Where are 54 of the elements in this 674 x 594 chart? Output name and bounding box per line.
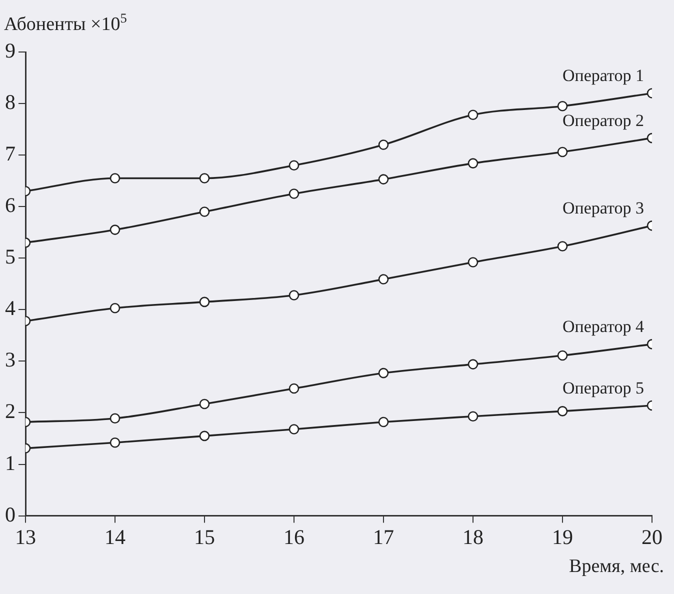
y-tick-label: 9	[5, 38, 16, 63]
y-tick-label: 0	[5, 502, 16, 526]
point	[199, 206, 210, 217]
y-tick-label: 2	[5, 399, 16, 424]
point	[110, 173, 120, 184]
y-tick-label: 8	[5, 90, 16, 114]
x-tick-label: 15	[194, 524, 215, 549]
point	[199, 173, 210, 184]
y-tick-label: 3	[5, 348, 16, 372]
point	[468, 411, 478, 422]
point	[199, 296, 210, 308]
point	[468, 158, 478, 168]
point	[110, 413, 120, 424]
point	[378, 416, 389, 428]
point	[378, 140, 389, 150]
point	[557, 100, 568, 112]
point	[557, 350, 568, 361]
series-label: Оператор 3	[562, 198, 644, 218]
point	[557, 146, 568, 158]
point	[110, 302, 120, 314]
point	[288, 383, 300, 394]
point	[288, 188, 300, 199]
point	[557, 406, 568, 416]
point	[468, 110, 478, 120]
y-tick-label: 6	[5, 193, 16, 218]
x-tick-label: 19	[552, 524, 573, 549]
series-label: Оператор 2	[562, 111, 644, 130]
point	[288, 424, 300, 434]
x-tick-label: 18	[462, 524, 484, 549]
point	[378, 368, 389, 378]
x-tick-label: 20	[642, 524, 662, 549]
point	[199, 430, 210, 442]
point	[378, 274, 389, 284]
point	[468, 359, 478, 370]
point	[288, 290, 300, 300]
series-label: Оператор 5	[562, 378, 644, 398]
point	[110, 224, 120, 235]
point	[468, 257, 478, 268]
x-tick-label: 16	[284, 524, 304, 549]
series-label: Оператор 4	[562, 317, 644, 336]
point	[110, 437, 120, 448]
point	[557, 241, 568, 252]
x-tick-label: 13	[15, 524, 36, 549]
y-tick-label: 5	[5, 244, 16, 269]
x-tick-label: 14	[104, 524, 126, 549]
point	[288, 160, 300, 171]
x-tick-label: 17	[373, 524, 394, 549]
point	[378, 174, 389, 184]
x-axis-title: Время, мес.	[569, 556, 664, 577]
y-tick-label: 7	[5, 142, 16, 166]
y-tick-label: 1	[5, 450, 16, 475]
y-tick-label: 4	[5, 296, 16, 320]
series-label: Оператор 1	[562, 66, 644, 86]
point	[199, 398, 210, 410]
